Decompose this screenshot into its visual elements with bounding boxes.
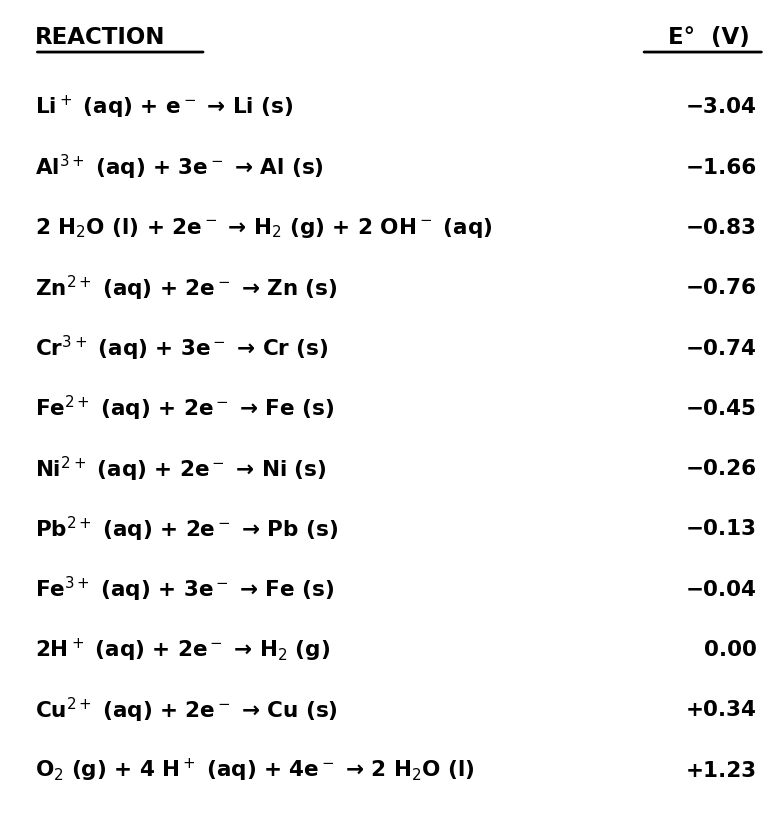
Text: Li$^+$ (aq) + e$^-$ → Li (s): Li$^+$ (aq) + e$^-$ → Li (s)	[35, 93, 293, 121]
Text: Fe$^{2+}$ (aq) + 2e$^-$ → Fe (s): Fe$^{2+}$ (aq) + 2e$^-$ → Fe (s)	[35, 394, 334, 424]
Text: −3.04: −3.04	[686, 97, 757, 117]
Text: −0.74: −0.74	[686, 339, 757, 358]
Text: Cr$^{3+}$ (aq) + 3e$^-$ → Cr (s): Cr$^{3+}$ (aq) + 3e$^-$ → Cr (s)	[35, 334, 328, 363]
Text: E°  (V): E° (V)	[669, 26, 750, 49]
Text: −0.04: −0.04	[686, 580, 757, 600]
Text: −1.66: −1.66	[686, 158, 757, 178]
Text: −0.26: −0.26	[686, 459, 757, 479]
Text: −0.83: −0.83	[686, 218, 757, 238]
Text: REACTION: REACTION	[35, 26, 165, 49]
Text: Al$^{3+}$ (aq) + 3e$^-$ → Al (s): Al$^{3+}$ (aq) + 3e$^-$ → Al (s)	[35, 153, 323, 183]
Text: Fe$^{3+}$ (aq) + 3e$^-$ → Fe (s): Fe$^{3+}$ (aq) + 3e$^-$ → Fe (s)	[35, 575, 334, 605]
Text: Ni$^{2+}$ (aq) + 2e$^-$ → Ni (s): Ni$^{2+}$ (aq) + 2e$^-$ → Ni (s)	[35, 454, 326, 484]
Text: Pb$^{2+}$ (aq) + 2e$^-$ → Pb (s): Pb$^{2+}$ (aq) + 2e$^-$ → Pb (s)	[35, 515, 337, 544]
Text: +1.23: +1.23	[686, 761, 757, 781]
Text: +0.34: +0.34	[686, 700, 757, 720]
Text: −0.45: −0.45	[686, 399, 757, 419]
Text: −0.76: −0.76	[686, 278, 757, 298]
Text: Cu$^{2+}$ (aq) + 2e$^-$ → Cu (s): Cu$^{2+}$ (aq) + 2e$^-$ → Cu (s)	[35, 695, 337, 725]
Text: 2H$^+$ (aq) + 2e$^-$ → H$_2$ (g): 2H$^+$ (aq) + 2e$^-$ → H$_2$ (g)	[35, 636, 330, 664]
Text: 0.00: 0.00	[703, 640, 757, 660]
Text: O$_2$ (g) + 4 H$^+$ (aq) + 4e$^-$ → 2 H$_2$O (l): O$_2$ (g) + 4 H$^+$ (aq) + 4e$^-$ → 2 H$…	[35, 757, 474, 785]
Text: 2 H$_2$O (l) + 2e$^-$ → H$_2$ (g) + 2 OH$^-$ (aq): 2 H$_2$O (l) + 2e$^-$ → H$_2$ (g) + 2 OH…	[35, 216, 492, 240]
Text: −0.13: −0.13	[686, 520, 757, 539]
Text: Zn$^{2+}$ (aq) + 2e$^-$ → Zn (s): Zn$^{2+}$ (aq) + 2e$^-$ → Zn (s)	[35, 273, 337, 303]
